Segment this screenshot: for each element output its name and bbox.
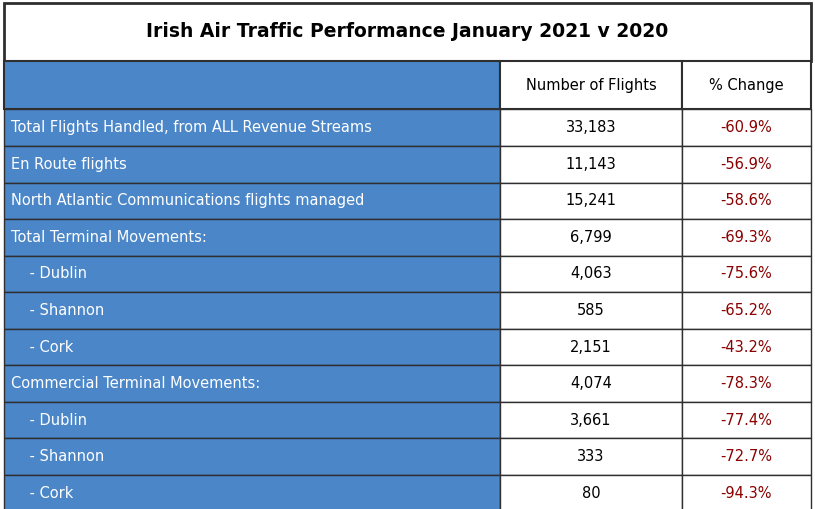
Bar: [500, 365, 682, 402]
Text: 4,063: 4,063: [570, 266, 612, 281]
Text: -56.9%: -56.9%: [720, 157, 772, 172]
Bar: [4, 61, 500, 109]
Text: -60.9%: -60.9%: [720, 120, 773, 135]
Bar: [682, 146, 811, 183]
Text: 4,074: 4,074: [570, 376, 612, 391]
Bar: [682, 292, 811, 329]
Bar: [4, 256, 500, 292]
Text: 80: 80: [582, 486, 601, 501]
Text: 585: 585: [577, 303, 605, 318]
Bar: [500, 475, 682, 509]
Bar: [500, 61, 682, 109]
Bar: [4, 292, 500, 329]
Text: 333: 333: [577, 449, 605, 464]
Text: 11,143: 11,143: [566, 157, 616, 172]
Text: -72.7%: -72.7%: [720, 449, 773, 464]
Bar: [682, 109, 811, 146]
Bar: [4, 365, 500, 402]
Bar: [500, 438, 682, 475]
Bar: [4, 219, 500, 256]
Text: North Atlantic Communications flights managed: North Atlantic Communications flights ma…: [11, 193, 364, 208]
Text: Irish Air Traffic Performance January 2021 v 2020: Irish Air Traffic Performance January 20…: [147, 22, 668, 41]
Bar: [500, 329, 682, 365]
Bar: [682, 365, 811, 402]
Text: - Shannon: - Shannon: [11, 449, 104, 464]
Text: % Change: % Change: [709, 78, 784, 93]
Text: 15,241: 15,241: [566, 193, 617, 208]
Text: Commercial Terminal Movements:: Commercial Terminal Movements:: [11, 376, 260, 391]
Text: 6,799: 6,799: [570, 230, 612, 245]
Bar: [500, 219, 682, 256]
Bar: [500, 292, 682, 329]
Bar: [682, 329, 811, 365]
Bar: [682, 183, 811, 219]
Bar: [4, 475, 500, 509]
Bar: [4, 183, 500, 219]
Bar: [682, 402, 811, 438]
Bar: [4, 146, 500, 183]
Bar: [500, 109, 682, 146]
Text: - Cork: - Cork: [11, 486, 73, 501]
Bar: [682, 475, 811, 509]
Text: -94.3%: -94.3%: [720, 486, 772, 501]
Text: 33,183: 33,183: [566, 120, 616, 135]
Bar: [682, 256, 811, 292]
Text: Total Flights Handled, from ALL Revenue Streams: Total Flights Handled, from ALL Revenue …: [11, 120, 372, 135]
Text: -75.6%: -75.6%: [720, 266, 773, 281]
Bar: [500, 146, 682, 183]
Bar: [682, 438, 811, 475]
Bar: [4, 329, 500, 365]
Text: 2,151: 2,151: [570, 340, 612, 355]
Text: -65.2%: -65.2%: [720, 303, 773, 318]
Text: - Shannon: - Shannon: [11, 303, 104, 318]
Text: - Dublin: - Dublin: [11, 413, 86, 428]
Text: -58.6%: -58.6%: [720, 193, 772, 208]
Text: Total Terminal Movements:: Total Terminal Movements:: [11, 230, 206, 245]
Text: En Route flights: En Route flights: [11, 157, 126, 172]
Text: -77.4%: -77.4%: [720, 413, 773, 428]
Bar: [500, 183, 682, 219]
Bar: [4, 402, 500, 438]
Text: -78.3%: -78.3%: [720, 376, 772, 391]
Bar: [500, 402, 682, 438]
Text: Number of Flights: Number of Flights: [526, 78, 656, 93]
Bar: [500, 256, 682, 292]
Text: 3,661: 3,661: [570, 413, 612, 428]
Bar: [4, 3, 811, 61]
Bar: [4, 438, 500, 475]
Text: -69.3%: -69.3%: [720, 230, 772, 245]
Text: - Cork: - Cork: [11, 340, 73, 355]
Bar: [682, 219, 811, 256]
Text: -43.2%: -43.2%: [720, 340, 772, 355]
Text: - Dublin: - Dublin: [11, 266, 86, 281]
Bar: [4, 109, 500, 146]
Bar: [682, 61, 811, 109]
